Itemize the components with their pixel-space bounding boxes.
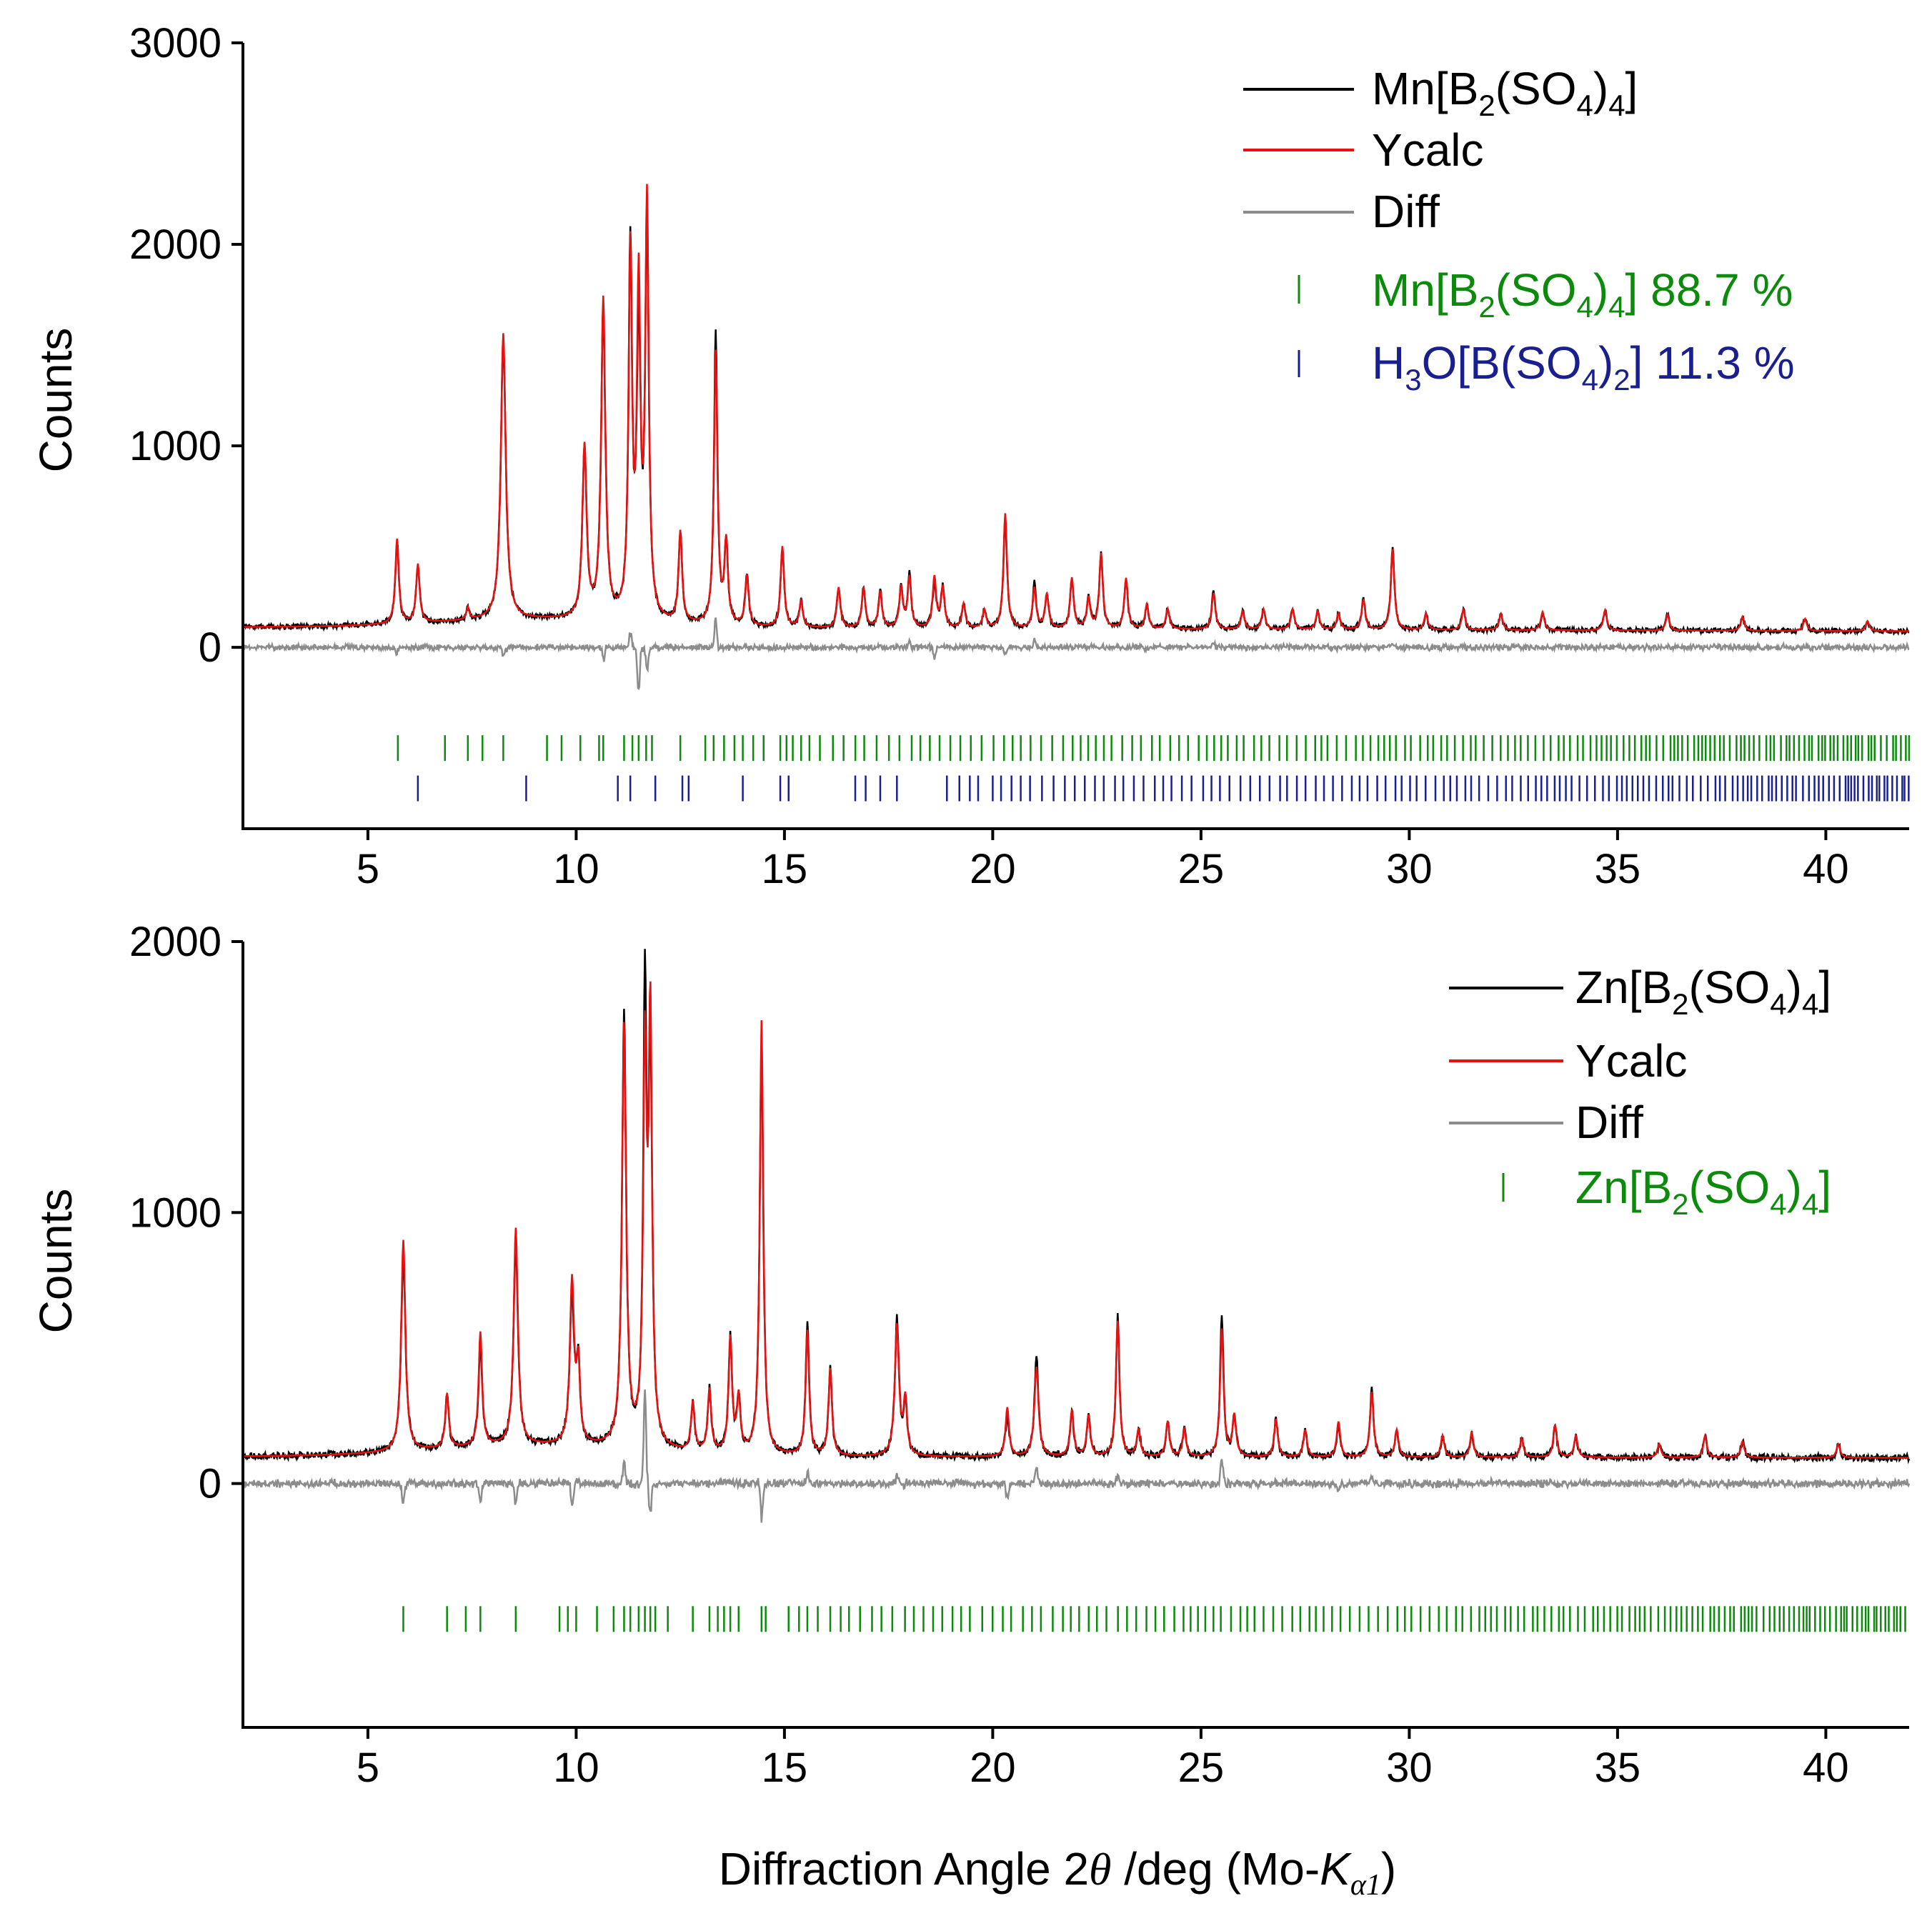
y-tick-label: 3000	[129, 20, 221, 66]
x-tick-label: 30	[1386, 846, 1433, 892]
top-plot-area	[242, 184, 1911, 802]
legend-observed-label: Zn[B2(SO4)4]	[1575, 962, 1831, 1021]
legend-ycalc-label: Ycalc	[1372, 124, 1484, 176]
bottom-plot-area	[242, 949, 1911, 1632]
x-tick-label: 10	[553, 1745, 599, 1791]
bottom-panel: 5 10 15 20 25 30 35 40 0 1000 2000 Counts Zn[B2(SO…	[30, 919, 1911, 1791]
y-tick-label: 0	[199, 1461, 221, 1507]
legend-observed-label: Mn[B2(SO4)4]	[1372, 63, 1638, 122]
legend-diff-label: Diff	[1372, 186, 1440, 237]
x-tick-label: 5	[357, 1745, 379, 1791]
x-tick-label: 40	[1803, 1745, 1849, 1791]
reflection-row-1	[402, 1606, 1906, 1632]
difference-curve	[242, 617, 1910, 691]
x-tick-label: 40	[1803, 846, 1849, 892]
x-tick-label: 20	[970, 1745, 1016, 1791]
y-tick-label: 1000	[129, 1189, 221, 1236]
legend-phase1-label: Mn[B2(SO4)4] 88.7 %	[1372, 264, 1793, 324]
x-tick-label: 35	[1595, 1745, 1641, 1791]
bottom-y-axis-label: Counts	[30, 1189, 81, 1334]
difference-curve	[242, 1389, 1911, 1523]
y-tick-label: 0	[199, 624, 221, 671]
reflection-row-2	[417, 775, 1910, 802]
x-tick-label: 15	[762, 1745, 808, 1791]
legend-phase2-label: H3O[B(SO4)2] 11.3 %	[1372, 337, 1795, 396]
x-tick-label: 25	[1178, 846, 1225, 892]
top-y-axis-label: Counts	[30, 328, 81, 473]
x-tick-label: 30	[1386, 1745, 1433, 1791]
legend-diff-label: Diff	[1575, 1097, 1643, 1148]
bottom-axes: 5 10 15 20 25 30 35 40 0 1000 2000	[129, 919, 1909, 1791]
x-tick-label: 20	[970, 846, 1016, 892]
x-tick-label: 15	[762, 846, 808, 892]
y-tick-label: 1000	[129, 423, 221, 469]
y-tick-label: 2000	[129, 919, 221, 965]
x-tick-label: 10	[553, 846, 599, 892]
top-panel: 5 10 15 20 25 30 35 40 0 1000 2000 3000 Counts Mn[B…	[30, 20, 1911, 892]
x-tick-label: 5	[357, 846, 379, 892]
calculated-curve	[243, 981, 1909, 1459]
legend-ycalc-label: Ycalc	[1575, 1035, 1688, 1087]
legend-phase1-label: Zn[B2(SO4)4]	[1575, 1162, 1831, 1221]
x-tick-label: 25	[1178, 1745, 1225, 1791]
x-tick-label: 35	[1595, 846, 1641, 892]
top-legend: Mn[B2(SO4)4] Ycalc Diff Mn[B2(SO4)4] 88.…	[1243, 63, 1795, 396]
calculated-curve	[243, 184, 1909, 632]
y-tick-label: 2000	[129, 221, 221, 268]
x-axis-label: Diffraction Angle 2θ /deg (Mo-Kα1)	[719, 1843, 1396, 1902]
bottom-legend: Zn[B2(SO4)4] Ycalc Diff Zn[B2(SO4)4]	[1449, 962, 1831, 1221]
top-axes: 5 10 15 20 25 30 35 40 0 1000 2000 3000	[129, 20, 1909, 892]
reflection-row-1	[397, 735, 1911, 762]
